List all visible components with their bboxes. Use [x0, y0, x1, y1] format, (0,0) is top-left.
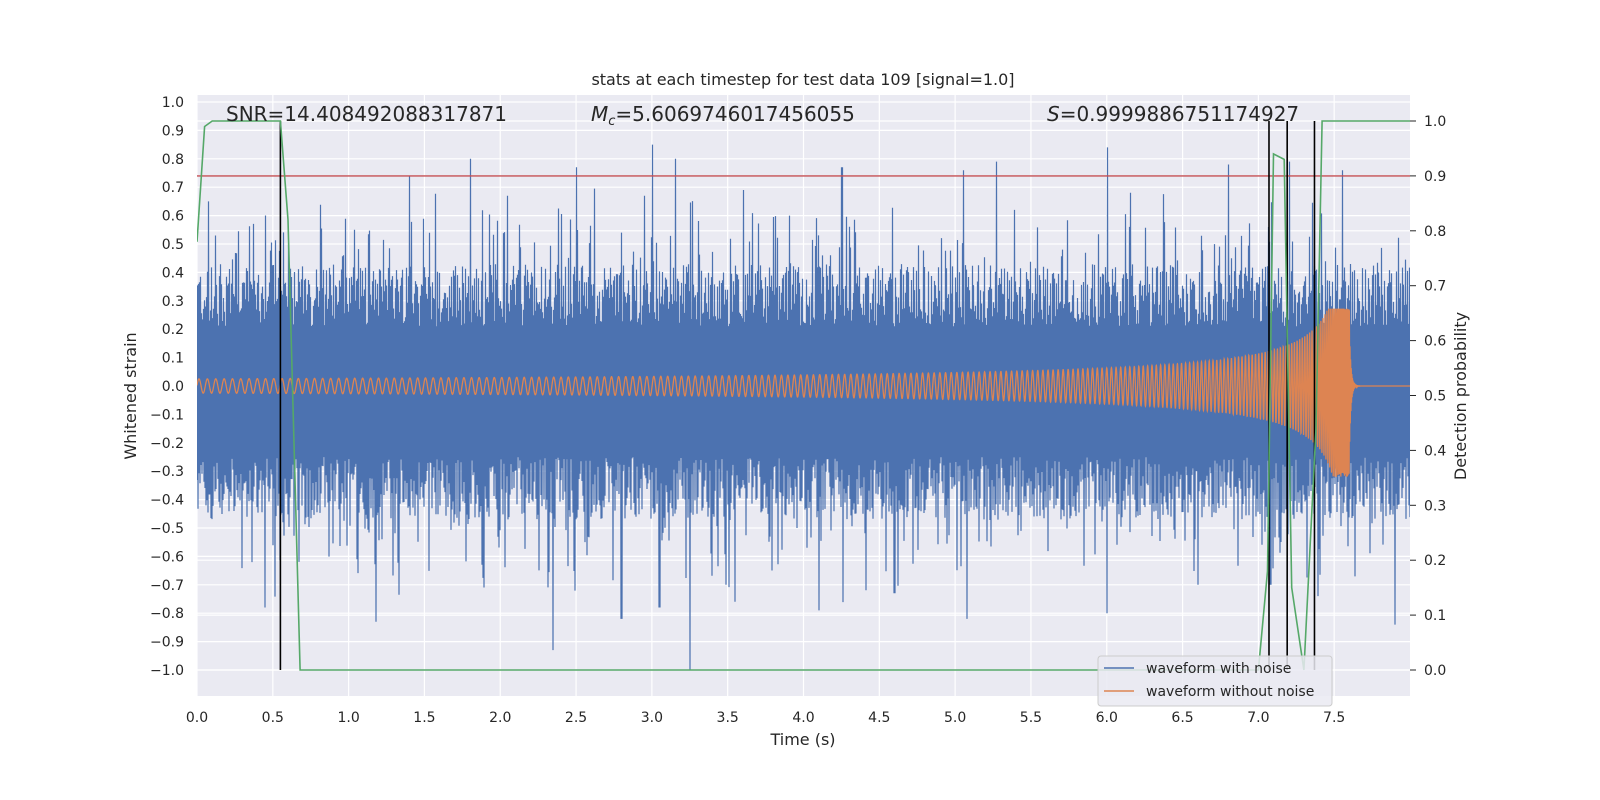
y-axis-label: Whitened strain: [121, 332, 140, 459]
y-tick-label: −0.6: [150, 549, 184, 565]
y-tick-label: 1.0: [162, 95, 184, 111]
y2-tick-label: 0.9: [1424, 169, 1446, 185]
series-line-waveform-without-noise: [197, 308, 1410, 477]
x-tick-label: 6.5: [1171, 710, 1193, 726]
y-tick-label: −0.5: [150, 521, 184, 537]
y-tick-label: −1.0: [150, 663, 184, 679]
y-tick-label: 0.9: [162, 123, 184, 139]
y-tick-label: 0.6: [162, 209, 184, 225]
y-tick-label: 0.0: [162, 379, 184, 395]
x-tick-label: 3.5: [717, 710, 739, 726]
x-tick-label: 6.0: [1096, 710, 1118, 726]
x-tick-label: 2.0: [489, 710, 511, 726]
y-tick-label: 0.8: [162, 152, 184, 168]
y-tick-label: 0.3: [162, 294, 184, 310]
x-tick-label: 7.5: [1323, 710, 1345, 726]
y-axis-ticks: 1.0 0.9 0.8 0.7 0.6 0.5 0.4 0.3 0.2 0.1 0.0 −0.1 −0.…: [150, 95, 184, 679]
legend-box: [1097, 655, 1333, 707]
y-tick-label: −0.4: [150, 493, 184, 509]
y2-tick-label: 0.7: [1424, 279, 1446, 295]
y2-tick-label: 0.8: [1424, 224, 1446, 240]
score-annotation: S=0.9999886751174927: [1047, 102, 1299, 126]
y-tick-label: 0.1: [162, 351, 184, 367]
y2-tick-label: 0.5: [1424, 389, 1446, 405]
x-tick-label: 2.5: [565, 710, 587, 726]
y-tick-label: 0.4: [162, 265, 184, 281]
x-tick-label: 4.0: [792, 710, 814, 726]
y-tick-label: 0.7: [162, 180, 184, 196]
x-tick-label: 3.0: [641, 710, 663, 726]
x-tick-label: 5.0: [944, 710, 966, 726]
y-tick-label: −0.8: [150, 606, 184, 622]
x-tick-label: 0.0: [186, 710, 208, 726]
x-tick-label: 1.0: [337, 710, 359, 726]
x-tick-label: 7.0: [1247, 710, 1269, 726]
y2-axis-label: Detection probability: [1451, 312, 1470, 480]
y-tick-label: −0.7: [150, 578, 184, 594]
legend: waveform with noise waveform without noi…: [1097, 655, 1333, 707]
y2-tick-label: 0.0: [1424, 663, 1446, 679]
y2-tick-label: 0.4: [1424, 443, 1446, 459]
x-tick-label: 0.5: [262, 710, 284, 726]
y-tick-label: 0.2: [162, 322, 184, 338]
x-axis-ticks: 0.0 0.5 1.0 1.5 2.0 2.5 3.0 3.5 4.0 4.5 5.0 5.5 6.0 6…: [186, 710, 1345, 726]
y-tick-label: −0.1: [150, 407, 184, 423]
legend-label-noise: waveform with noise: [1146, 661, 1291, 677]
chirp-mass-annotation: Mc=5.6069746017456055: [591, 102, 855, 129]
y-tick-label: 0.5: [162, 237, 184, 253]
y-tick-label: −0.2: [150, 436, 184, 452]
x-tick-label: 4.5: [868, 710, 890, 726]
x-tick-label: 1.5: [413, 710, 435, 726]
y2-tick-label: 0.1: [1424, 608, 1446, 624]
series-layer: [197, 120, 1410, 671]
legend-label-clean: waveform without noise: [1146, 684, 1314, 700]
chart-title: stats at each timestep for test data 109…: [591, 70, 1014, 89]
y2-axis-ticks: 1.0 0.9 0.8 0.7 0.6 0.5 0.4 0.3 0.2 0.1 0.0: [1410, 114, 1446, 679]
y-tick-label: −0.3: [150, 464, 184, 480]
y2-tick-label: 0.6: [1424, 334, 1446, 350]
y2-tick-label: 0.3: [1424, 498, 1446, 514]
snr-annotation: SNR=14.408492088317871: [226, 102, 507, 126]
x-tick-label: 5.5: [1020, 710, 1042, 726]
y-tick-label: −0.9: [150, 635, 184, 651]
y2-tick-label: 0.2: [1424, 553, 1446, 569]
y2-tick-label: 1.0: [1424, 114, 1446, 130]
x-axis-label: Time (s): [769, 730, 835, 749]
series-line-detection-probability: [197, 120, 1410, 671]
